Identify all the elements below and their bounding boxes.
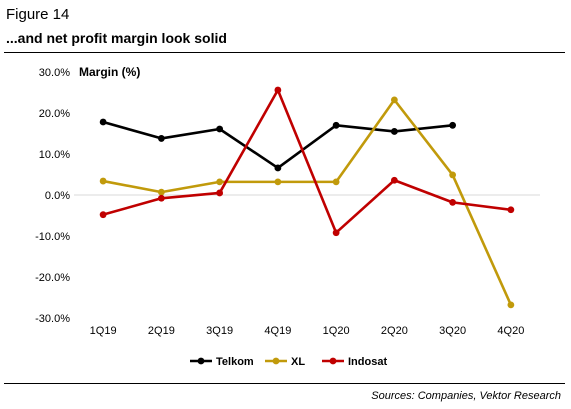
xl-data-point xyxy=(157,188,165,196)
y-tick-label: 0.0% xyxy=(45,190,70,202)
y-tick-label: -20.0% xyxy=(35,272,70,284)
xl-data-point xyxy=(507,301,515,309)
y-tick-label: 10.0% xyxy=(39,149,70,161)
telkom-data-point xyxy=(216,125,224,133)
series-layer xyxy=(99,86,515,309)
telkom-data-point xyxy=(449,121,457,129)
indosat-legend-marker xyxy=(329,357,337,365)
bottom-rule xyxy=(4,383,565,384)
xl-series-line xyxy=(102,98,513,306)
top-rule xyxy=(4,52,565,53)
indosat-legend-label: Indosat xyxy=(348,356,387,368)
figure-label: Figure 14 xyxy=(6,6,70,23)
indosat-data-point xyxy=(449,198,457,206)
telkom-data-point xyxy=(99,118,107,126)
telkom-legend-marker xyxy=(197,357,205,365)
indosat-data-point xyxy=(216,189,224,197)
y-tick-label: 20.0% xyxy=(39,108,70,120)
telkom-data-point xyxy=(157,135,165,142)
x-tick-label: 3Q19 xyxy=(206,325,233,337)
legend: Telkom XL Indosat xyxy=(190,356,387,368)
indosat-data-point xyxy=(157,194,165,202)
x-tick-label: 1Q19 xyxy=(90,325,117,337)
telkom-legend-label: Telkom xyxy=(216,356,254,368)
indosat-series-line xyxy=(102,88,512,235)
xl-legend-marker xyxy=(272,357,280,365)
chart-title: Margin (%) xyxy=(79,65,140,79)
indosat-data-point xyxy=(507,206,515,214)
x-tick-label: 4Q19 xyxy=(264,325,291,337)
y-tick-label: -10.0% xyxy=(35,231,70,243)
indosat-data-point xyxy=(274,86,282,94)
indosat-data-point xyxy=(99,211,107,219)
y-tick-label: 30.0% xyxy=(39,67,70,79)
x-tick-label: 1Q20 xyxy=(323,325,350,337)
telkom-data-point xyxy=(274,164,282,172)
y-tick-label: -30.0% xyxy=(35,313,70,325)
telkom-series-line xyxy=(102,120,453,170)
telkom-data-point xyxy=(332,121,340,129)
figure-title: ...and net profit margin look solid xyxy=(6,30,227,46)
indosat-data-point xyxy=(332,229,340,237)
x-tick-label: 2Q19 xyxy=(148,325,175,337)
x-tick-label: 4Q20 xyxy=(497,325,524,337)
xl-data-point xyxy=(332,178,340,186)
xl-data-point xyxy=(99,177,107,185)
xl-data-point xyxy=(274,178,282,186)
source-note: Sources: Companies, Vektor Research xyxy=(371,390,561,402)
y-axis-ticks: 30.0% 20.0% 10.0% 0.0% -10.0% -20.0% -30.0% xyxy=(35,67,70,325)
xl-data-point xyxy=(449,171,457,179)
x-axis-ticks: 1Q19 2Q19 3Q19 4Q19 1Q20 2Q20 3Q20 4Q20 xyxy=(90,325,525,337)
x-tick-label: 2Q20 xyxy=(381,325,408,337)
telkom-data-point xyxy=(390,128,398,135)
indosat-data-point xyxy=(390,176,398,184)
xl-data-point xyxy=(216,178,224,186)
xl-legend-label: XL xyxy=(291,356,305,368)
x-tick-label: 3Q20 xyxy=(439,325,466,337)
xl-data-point xyxy=(390,96,398,104)
